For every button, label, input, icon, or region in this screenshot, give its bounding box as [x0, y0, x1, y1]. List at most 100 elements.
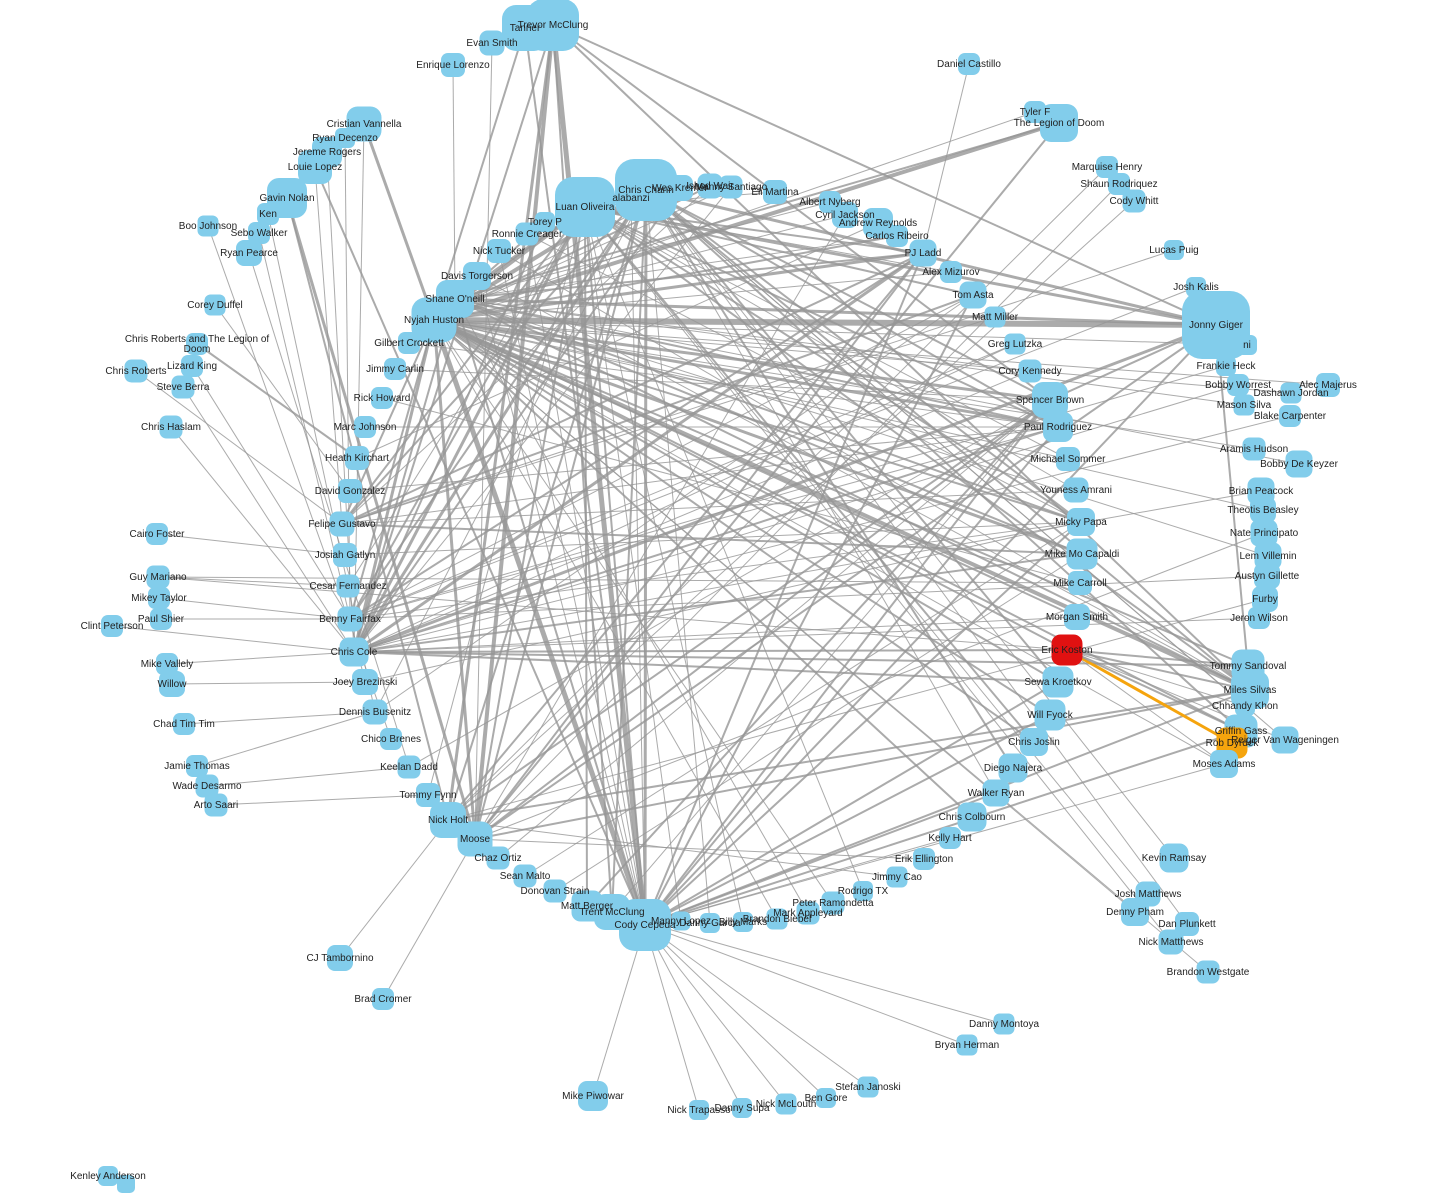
- node-will-fyock[interactable]: [1034, 699, 1066, 731]
- node-cody-whitt[interactable]: [1122, 189, 1146, 213]
- node-ni[interactable]: [1237, 335, 1257, 355]
- node-danny-montoya[interactable]: [993, 1013, 1015, 1035]
- node-dennis-busenitz[interactable]: [362, 699, 388, 725]
- node-reiger-van-wageningen[interactable]: [1271, 726, 1299, 754]
- node-cody-cepeda[interactable]: [619, 899, 671, 951]
- node-jamie-thomas[interactable]: [186, 755, 208, 777]
- node-denny-pham[interactable]: [1121, 898, 1149, 926]
- node-andrew-reynolds[interactable]: [863, 208, 893, 238]
- node-stefan-janoski[interactable]: [857, 1076, 879, 1098]
- node-chris-cole[interactable]: [339, 637, 369, 667]
- node-pj-ladd[interactable]: [909, 239, 937, 267]
- node-danny-supa[interactable]: [732, 1098, 752, 1118]
- node-clint-peterson[interactable]: [101, 615, 123, 637]
- node-cesar-fernandez[interactable]: [336, 574, 360, 598]
- node-ben-gore[interactable]: [816, 1088, 836, 1108]
- node-chhandy-khon[interactable]: [1235, 696, 1255, 716]
- node-sewa-kroetkov[interactable]: [1042, 666, 1074, 698]
- node-nick-holt[interactable]: [430, 802, 466, 838]
- node-mike-carroll[interactable]: [1068, 571, 1092, 595]
- node-benny-fairfax[interactable]: [337, 606, 363, 632]
- node-rodrigo-tx[interactable]: [853, 881, 873, 901]
- node-dashawn-jordan[interactable]: [1280, 382, 1302, 404]
- node-arto-saari[interactable]: [204, 793, 228, 817]
- node-cory-kennedy[interactable]: [1018, 359, 1042, 383]
- node-peter-ramondetta[interactable]: [821, 891, 845, 915]
- node-aramis-hudson[interactable]: [1242, 437, 1266, 461]
- node-kenley-2[interactable]: [117, 1175, 135, 1193]
- node-chico-brenes[interactable]: [380, 728, 402, 750]
- node-mike-mo-capaldi[interactable]: [1066, 538, 1098, 570]
- node-boo-johnson[interactable]: [197, 215, 219, 237]
- node-jimmy-carlin[interactable]: [384, 358, 406, 380]
- node-mike-piwowar[interactable]: [578, 1081, 608, 1111]
- node-brandon-westgate[interactable]: [1196, 960, 1220, 984]
- node-brad-cromer[interactable]: [372, 988, 394, 1010]
- node-sean-malto[interactable]: [513, 864, 537, 888]
- node-marquise-henry[interactable]: [1096, 156, 1118, 178]
- node-paul-shier[interactable]: [150, 608, 172, 630]
- node-moses-adams[interactable]: [1210, 750, 1238, 778]
- node-theotis-beasley[interactable]: [1250, 497, 1276, 523]
- node-joey-brezinski[interactable]: [352, 669, 378, 695]
- node-nick-tucker[interactable]: [487, 239, 511, 263]
- node-erik-ellington[interactable]: [913, 848, 935, 870]
- node-youness-amrani[interactable]: [1063, 477, 1089, 503]
- node-greg-lutzka[interactable]: [1004, 333, 1026, 355]
- node-tom-asta[interactable]: [959, 281, 987, 309]
- node-heath-kirchart[interactable]: [345, 446, 369, 470]
- node-enrique-lorenzo[interactable]: [441, 53, 465, 77]
- node-nick-trapasso[interactable]: [689, 1100, 709, 1120]
- node-manny-lopez[interactable]: [671, 911, 691, 931]
- node-josiah-gatlyn[interactable]: [333, 543, 357, 567]
- node-eric-koston[interactable]: [1051, 634, 1083, 666]
- node-morgan-smith[interactable]: [1064, 604, 1090, 630]
- node-jonny-giger[interactable]: [1182, 291, 1250, 359]
- node-evan-smith[interactable]: [479, 30, 505, 56]
- node-paul-rodriguez[interactable]: [1043, 412, 1073, 442]
- node-albert-nyberg[interactable]: [819, 191, 841, 213]
- node-tanner[interactable]: [502, 5, 548, 51]
- node-nick-mclouth[interactable]: [775, 1093, 797, 1115]
- node-chris-roberts[interactable]: [124, 359, 148, 383]
- node-nyjah-huston[interactable]: [411, 297, 457, 343]
- node-chris-colbourn[interactable]: [957, 802, 987, 832]
- node-marc-johnson[interactable]: [354, 416, 376, 438]
- node-lucas-puig[interactable]: [1164, 240, 1184, 260]
- node-ishod-wair[interactable]: [697, 173, 723, 199]
- node-frankie-heck[interactable]: [1216, 356, 1236, 376]
- node-michael-sommer[interactable]: [1056, 447, 1080, 471]
- node-guy-mariano[interactable]: [146, 565, 170, 589]
- node-steve-berra[interactable]: [171, 375, 195, 399]
- node-mason-silva[interactable]: [1233, 394, 1255, 416]
- node-moose[interactable]: [457, 821, 493, 857]
- node-willow[interactable]: [159, 671, 185, 697]
- node-cairo-foster[interactable]: [146, 523, 168, 545]
- node-matt-miller[interactable]: [984, 306, 1006, 328]
- node-the-legion-of-doom[interactable]: [1040, 104, 1078, 142]
- node-alex-mizurov[interactable]: [940, 261, 962, 283]
- node-ken[interactable]: [257, 203, 279, 225]
- node-corey-duffel[interactable]: [204, 294, 226, 316]
- node-cristian-vannella[interactable]: [346, 106, 382, 142]
- node-chris-haslam[interactable]: [159, 415, 183, 439]
- node-ronnie-creager[interactable]: [515, 222, 539, 246]
- node-louie-lopez[interactable]: [298, 150, 332, 184]
- node-kevin-ramsay[interactable]: [1159, 843, 1189, 873]
- node-daniel-castillo[interactable]: [958, 53, 980, 75]
- node-cj-tambornino[interactable]: [327, 945, 353, 971]
- node-sebo-walker[interactable]: [248, 222, 270, 244]
- node-david-gonzalez[interactable]: [338, 479, 362, 503]
- node-kelly-hart[interactable]: [939, 827, 961, 849]
- node-ryan-pearce[interactable]: [236, 240, 262, 266]
- node-chris-joslin[interactable]: [1020, 728, 1048, 756]
- node-furby[interactable]: [1252, 586, 1278, 612]
- node-mike-vallely[interactable]: [156, 653, 178, 675]
- node-danny-garcia[interactable]: [700, 913, 720, 933]
- node-dan-plunkett[interactable]: [1175, 912, 1199, 936]
- node-walker-ryan[interactable]: [982, 779, 1010, 807]
- node-jeron-wilson[interactable]: [1248, 607, 1270, 629]
- node-nate-principato[interactable]: [1250, 519, 1278, 547]
- node-lizard-king[interactable]: [181, 355, 203, 377]
- node-chris-roberts-and-the-legion-of-doom[interactable]: [186, 333, 208, 355]
